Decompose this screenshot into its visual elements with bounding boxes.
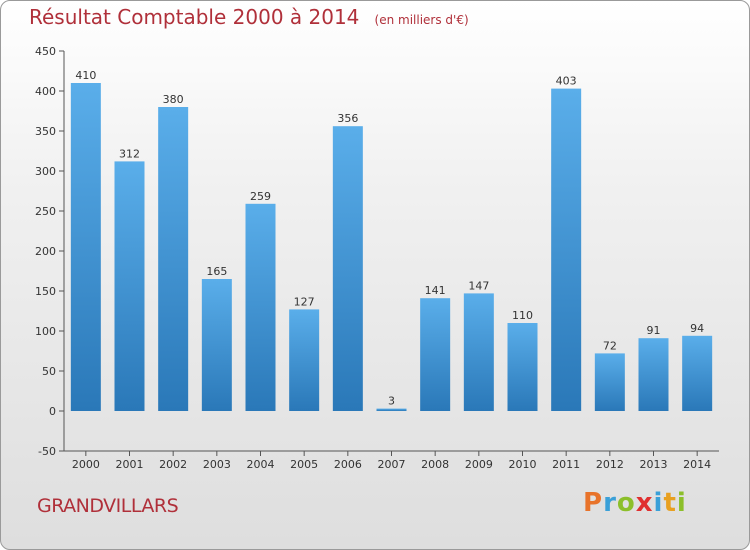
value-label-2011: 403 [556,75,577,88]
value-label-2004: 259 [250,190,271,203]
y-tick-label: 50 [42,365,56,378]
x-tick-label-2009: 2009 [465,458,493,471]
logo-letter: r [603,488,617,518]
bars [70,83,713,411]
value-label-2002: 380 [163,93,184,106]
labels: 410 312 380 165 259 127 356 3 141 147 110 403 72 91 94 [75,69,704,408]
bar-2007 [376,408,407,411]
bar-2000 [70,83,101,411]
value-label-2012: 72 [603,339,617,352]
value-label-2013: 91 [647,324,661,337]
y-tick-label: 100 [35,325,56,338]
bar-2014 [682,335,713,411]
y-tick-label: 0 [49,405,56,418]
y-tick-label: 150 [35,285,56,298]
bar-2012 [594,353,625,411]
commune-name: GRANDVILLARS [37,495,179,517]
bar-2005 [289,309,320,411]
x-tick-label-2003: 2003 [203,458,231,471]
value-label-2005: 127 [294,295,315,308]
bar-2009 [463,293,494,411]
x-tick-label-2007: 2007 [378,458,406,471]
x-tick-label-2012: 2012 [596,458,624,471]
value-label-2007: 3 [388,395,395,408]
bar-2008 [420,298,451,411]
bar-2006 [332,126,363,411]
bar-2001 [114,161,145,411]
logo-letter: i [676,488,687,518]
axes: -50 0 50 100 150 200 250 300 350 400 450 2000 2001 20… [35,45,719,471]
value-label-2014: 94 [690,322,704,335]
x-tick-label-2006: 2006 [334,458,362,471]
value-label-2001: 312 [119,147,140,160]
x-tick-label-2001: 2001 [116,458,144,471]
y-tick-label: -50 [38,445,56,458]
bar-2010 [507,323,538,411]
x-tick-label-2005: 2005 [290,458,318,471]
chart-subtitle: (en milliers d'€) [374,13,469,27]
y-tick-label: 200 [35,245,56,258]
value-label-2000: 410 [75,69,96,82]
x-tick-label-2004: 2004 [247,458,275,471]
title-line: Résultat Comptable 2000 à 2014 (en milli… [29,5,469,29]
y-tick-label: 250 [35,205,56,218]
value-label-2003: 165 [206,265,227,278]
x-tick-label-2011: 2011 [552,458,580,471]
y-tick-label: 300 [35,165,56,178]
bar-2003 [201,279,232,411]
value-label-2010: 110 [512,309,533,322]
x-tick-label-2008: 2008 [421,458,449,471]
y-tick-label: 450 [35,45,56,58]
x-tick-label-2000: 2000 [72,458,100,471]
proxiti-logo[interactable]: Proxiti [583,488,687,518]
bar-2011 [551,88,582,411]
y-tick-label: 400 [35,85,56,98]
x-tick-label-2002: 2002 [159,458,187,471]
value-label-2009: 147 [468,279,489,292]
x-tick-label-2013: 2013 [640,458,668,471]
bar-2013 [638,338,669,411]
logo-letter: t [663,488,677,518]
value-label-2006: 356 [337,112,358,125]
chart-title: Résultat Comptable 2000 à 2014 [29,5,360,29]
x-tick-label-2010: 2010 [509,458,537,471]
x-tick-label-2014: 2014 [683,458,711,471]
y-tick-label: 350 [35,125,56,138]
bar-2002 [158,107,189,411]
value-label-2008: 141 [425,284,446,297]
logo-letter: x [635,488,654,518]
bar-2004 [245,203,276,411]
logo-letter: o [616,488,636,518]
logo-letter: P [583,488,604,518]
logo-letter: i [653,488,664,518]
